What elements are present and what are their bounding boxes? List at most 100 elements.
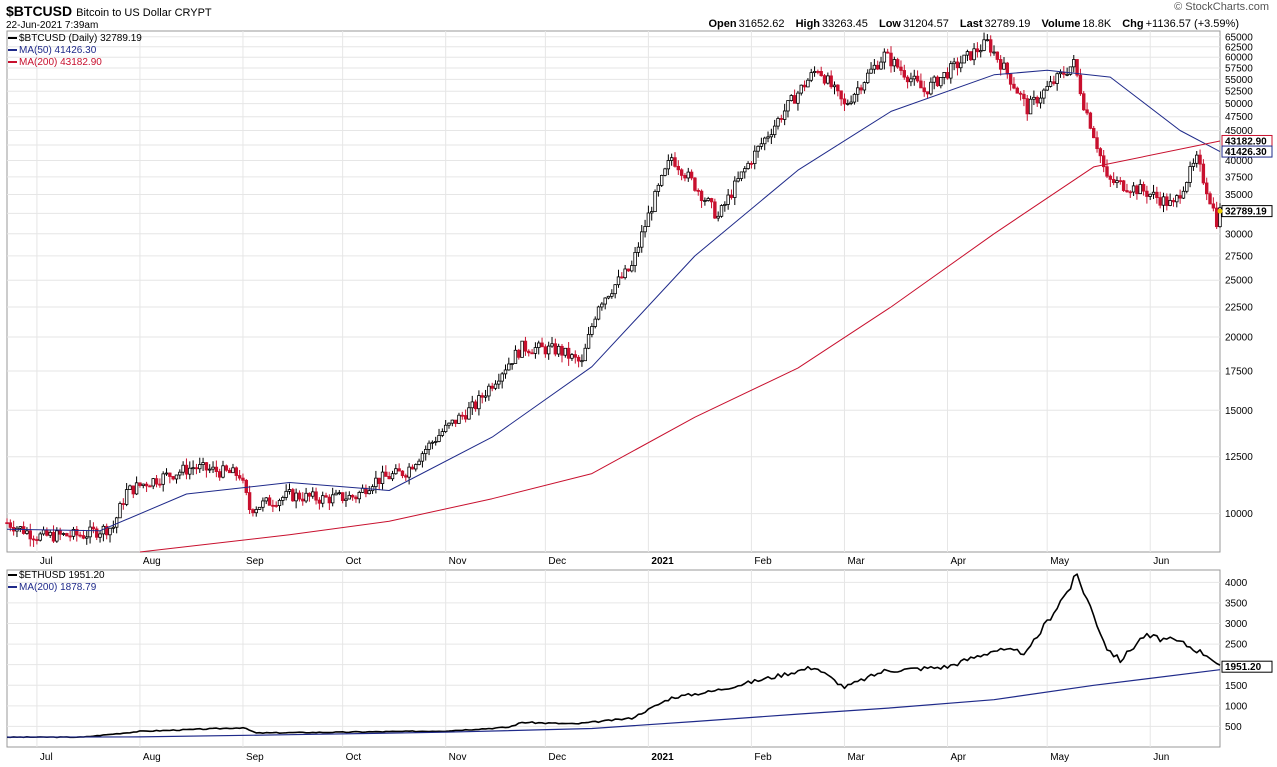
y-tick-label: 20000 (1225, 333, 1253, 344)
candle-body (792, 95, 797, 104)
x-tick-label: Apr (950, 556, 966, 567)
candle-body (503, 369, 508, 375)
candle-body (294, 492, 298, 502)
candle-body (856, 87, 860, 95)
candle-body (1032, 96, 1036, 100)
candle-body (104, 525, 109, 536)
open-value: 31652.62 (738, 18, 785, 30)
volume-value: 18.8K (1082, 18, 1112, 30)
price-last-label: 32789.19 (1225, 207, 1267, 218)
y-tick-label: 37500 (1225, 172, 1253, 183)
candle-body (819, 71, 823, 77)
candle-body (546, 345, 551, 355)
candle-body (394, 468, 398, 475)
candle-body (18, 526, 22, 529)
candle-body (922, 87, 926, 93)
x-tick-label: 2021 (651, 752, 674, 763)
candle-body (1085, 109, 1089, 114)
y-tick-label: 35000 (1225, 190, 1253, 201)
candle-body (543, 346, 548, 355)
candle-body (124, 489, 129, 505)
candle-body (400, 470, 405, 477)
candle-body (211, 466, 215, 470)
candle-body (55, 530, 59, 542)
candle-body (1042, 89, 1046, 99)
candle-body (184, 464, 189, 475)
candle-body (38, 533, 42, 541)
candle-body (905, 76, 910, 83)
candle-body (1141, 184, 1146, 192)
candle-body (527, 350, 531, 354)
eth-legend: $ETHUSD 1951.20 MA(200) 1878.79 (8, 570, 105, 594)
candle-body (45, 529, 49, 536)
candle-body (942, 72, 946, 78)
candle-body (1072, 59, 1076, 68)
candle-body (882, 51, 887, 63)
candle-body (208, 468, 212, 471)
candle-body (450, 419, 455, 424)
candle-body (676, 165, 681, 171)
candle-body (969, 51, 973, 61)
candle-body (111, 526, 116, 529)
candle-body (497, 380, 501, 385)
candle-body (307, 492, 312, 497)
candle-body (653, 191, 657, 213)
candle-body (178, 471, 182, 476)
candle-body (1022, 93, 1026, 100)
candle-body (1165, 196, 1169, 206)
candle-body (1065, 73, 1069, 76)
candle-body (470, 401, 474, 409)
candle-body (330, 494, 335, 504)
candle-body (443, 424, 448, 432)
candle-body (779, 118, 784, 120)
candle-body (98, 533, 102, 538)
candle-body (41, 529, 46, 535)
candle-body (61, 533, 66, 535)
candle-body (1048, 81, 1053, 87)
candle-body (334, 492, 338, 496)
candle-body (85, 536, 89, 539)
candle-body (1015, 87, 1019, 94)
legend-ma200: MA(200) 43182.90 (8, 57, 142, 69)
y-tick-label: 17500 (1225, 367, 1253, 378)
y-tick-label: 500 (1225, 722, 1242, 733)
candle-body (786, 100, 790, 112)
candle-body (636, 246, 641, 253)
candle-body (237, 475, 242, 479)
candle-body (610, 293, 614, 297)
candle-body (453, 419, 458, 424)
candle-body (935, 76, 940, 87)
candle-body (188, 467, 192, 475)
eth-price-line (6, 573, 1221, 739)
candle-body (606, 295, 611, 299)
candle-body (247, 492, 252, 510)
candle-body (590, 326, 594, 335)
candle-body (264, 497, 268, 502)
candle-body (510, 363, 514, 365)
candle-body (51, 531, 56, 542)
candle-body (693, 177, 697, 191)
y-tick-label: 27500 (1225, 251, 1253, 262)
candle-body (1045, 86, 1049, 91)
candle-body (1098, 148, 1103, 157)
candle-body (733, 180, 737, 198)
candle-body (1138, 184, 1142, 195)
candle-body (25, 530, 29, 534)
candle-body (5, 522, 9, 525)
candle-body (374, 477, 378, 488)
candle-body (580, 360, 584, 363)
candle-body (507, 363, 511, 371)
candle-body (1188, 166, 1192, 183)
y-tick-label: 55000 (1225, 75, 1253, 86)
candle-body (746, 162, 750, 170)
candle-body (600, 303, 604, 308)
candle-body (404, 475, 408, 478)
candle-body (915, 75, 920, 82)
candle-body (523, 340, 528, 352)
candle-body (703, 200, 707, 202)
candle-body (686, 171, 690, 179)
candle-body (1068, 66, 1073, 75)
candle-body (766, 136, 770, 139)
candle-body (902, 70, 906, 78)
price-last-dot (1217, 208, 1223, 214)
